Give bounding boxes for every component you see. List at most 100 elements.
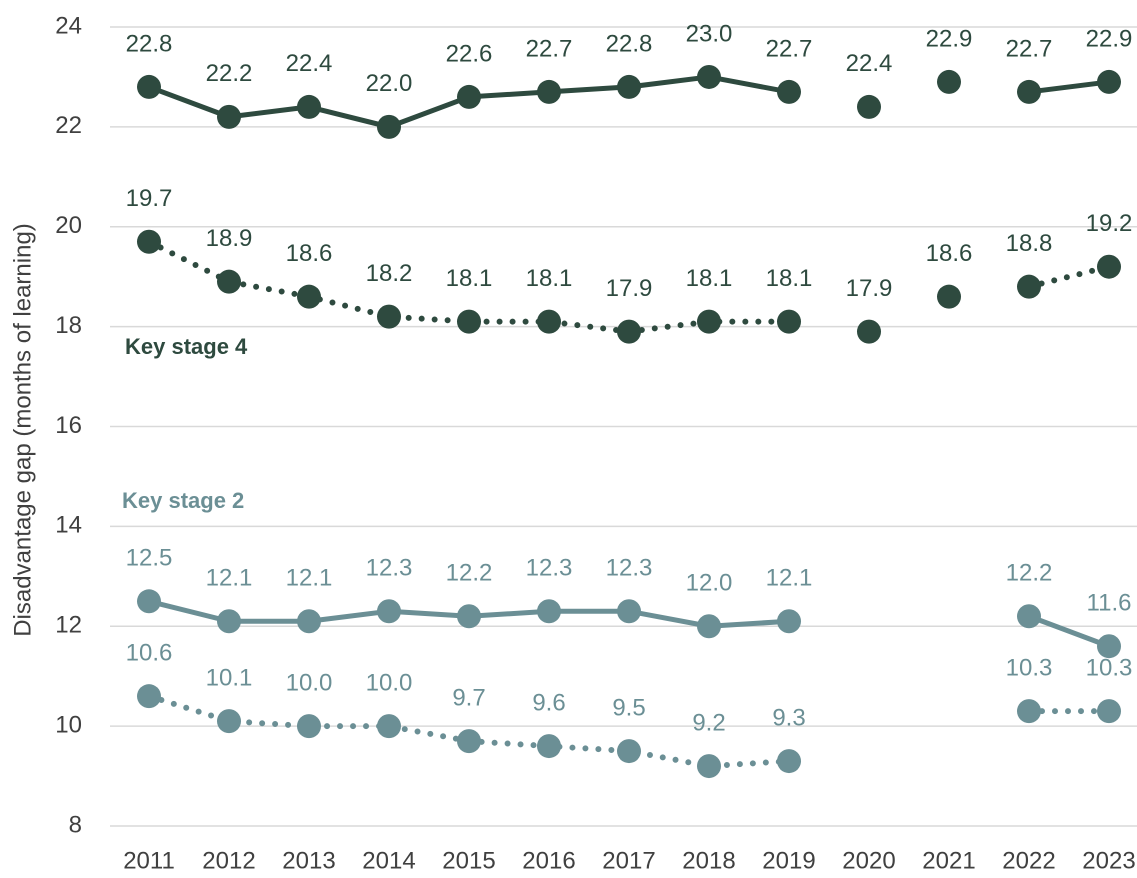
point <box>137 684 161 709</box>
x-tick-label: 2021 <box>922 847 975 873</box>
point <box>777 749 801 774</box>
point <box>457 309 481 334</box>
data-label: 12.0 <box>686 570 733 597</box>
point <box>457 729 481 754</box>
y-tick-label: 20 <box>55 212 82 239</box>
x-tick-label: 2020 <box>842 847 895 873</box>
point <box>137 74 161 99</box>
data-label: 22.7 <box>526 35 573 62</box>
data-label: 19.7 <box>126 185 173 212</box>
point <box>217 104 241 129</box>
point <box>217 709 241 734</box>
data-label: 18.1 <box>526 265 573 292</box>
data-label: 22.0 <box>366 70 413 97</box>
point <box>857 319 881 344</box>
x-tick-label: 2018 <box>682 847 735 873</box>
point <box>777 309 801 334</box>
y-tick-label: 16 <box>55 412 82 439</box>
point <box>1017 79 1041 104</box>
y-axis-label: Disadvantage gap (months of learning) <box>9 223 36 637</box>
point <box>537 599 561 624</box>
y-tick-label: 12 <box>55 612 82 639</box>
point <box>297 284 321 309</box>
data-label: 12.3 <box>606 555 653 582</box>
point <box>377 714 401 739</box>
point <box>857 94 881 119</box>
data-label: 22.7 <box>1006 35 1053 62</box>
data-label: 22.4 <box>286 50 333 77</box>
data-label: 22.9 <box>926 25 973 52</box>
point <box>137 229 161 254</box>
data-label: 9.2 <box>692 709 725 736</box>
annotation: Key stage 4 <box>125 334 248 359</box>
data-label: 12.1 <box>286 565 333 592</box>
data-label: 10.3 <box>1006 654 1053 681</box>
data-label: 9.6 <box>532 689 565 716</box>
data-label: 12.1 <box>206 565 253 592</box>
point <box>1017 699 1041 724</box>
point <box>537 734 561 759</box>
data-label: 18.1 <box>686 265 733 292</box>
point <box>697 64 721 89</box>
point <box>457 604 481 629</box>
data-label: 22.8 <box>606 30 653 57</box>
y-tick-label: 8 <box>69 811 82 838</box>
point <box>1097 634 1121 659</box>
x-tick-label: 2014 <box>362 847 415 873</box>
data-label: 18.2 <box>366 260 413 287</box>
point <box>377 114 401 139</box>
series-line <box>146 238 792 335</box>
point <box>697 614 721 639</box>
point <box>777 79 801 104</box>
series-line <box>1026 263 1112 290</box>
data-label: 22.2 <box>206 60 253 87</box>
data-label: 19.2 <box>1086 210 1133 237</box>
data-label: 18.8 <box>1006 230 1053 257</box>
x-tick-label: 2011 <box>123 847 175 873</box>
point <box>697 309 721 334</box>
point <box>617 74 641 99</box>
y-tick-label: 18 <box>55 312 82 339</box>
point <box>1017 604 1041 629</box>
point <box>617 739 641 764</box>
data-label: 10.0 <box>366 669 413 696</box>
point <box>217 269 241 294</box>
y-tick-label: 22 <box>55 112 82 139</box>
point <box>377 304 401 329</box>
point <box>297 94 321 119</box>
point <box>217 609 241 634</box>
data-label: 11.6 <box>1087 590 1132 617</box>
data-label: 23.0 <box>686 20 733 47</box>
data-label: 22.7 <box>766 35 813 62</box>
data-label: 17.9 <box>846 275 893 302</box>
data-label: 22.4 <box>846 50 893 77</box>
point <box>537 309 561 334</box>
data-label: 18.9 <box>206 225 253 252</box>
point <box>617 599 641 624</box>
point <box>1097 69 1121 94</box>
point <box>1017 274 1041 299</box>
x-tick-label: 2019 <box>762 847 815 873</box>
data-label: 12.2 <box>446 560 493 587</box>
point <box>1097 699 1121 724</box>
x-tick-label: 2017 <box>602 847 655 873</box>
data-label: 18.1 <box>766 265 813 292</box>
x-tick-label: 2015 <box>442 847 495 873</box>
x-tick-label: 2016 <box>522 847 575 873</box>
point <box>617 319 641 344</box>
y-tick-label: 24 <box>55 12 82 39</box>
point <box>297 714 321 739</box>
data-label: 12.2 <box>1006 560 1053 587</box>
point <box>297 609 321 634</box>
data-label: 10.1 <box>206 664 253 691</box>
data-label: 10.3 <box>1086 654 1133 681</box>
data-label: 22.6 <box>446 40 493 67</box>
data-label: 22.9 <box>1086 25 1133 52</box>
data-label: 12.3 <box>366 555 413 582</box>
point <box>457 84 481 109</box>
data-label: 18.6 <box>926 240 973 267</box>
point <box>777 609 801 634</box>
data-label: 10.0 <box>286 669 333 696</box>
